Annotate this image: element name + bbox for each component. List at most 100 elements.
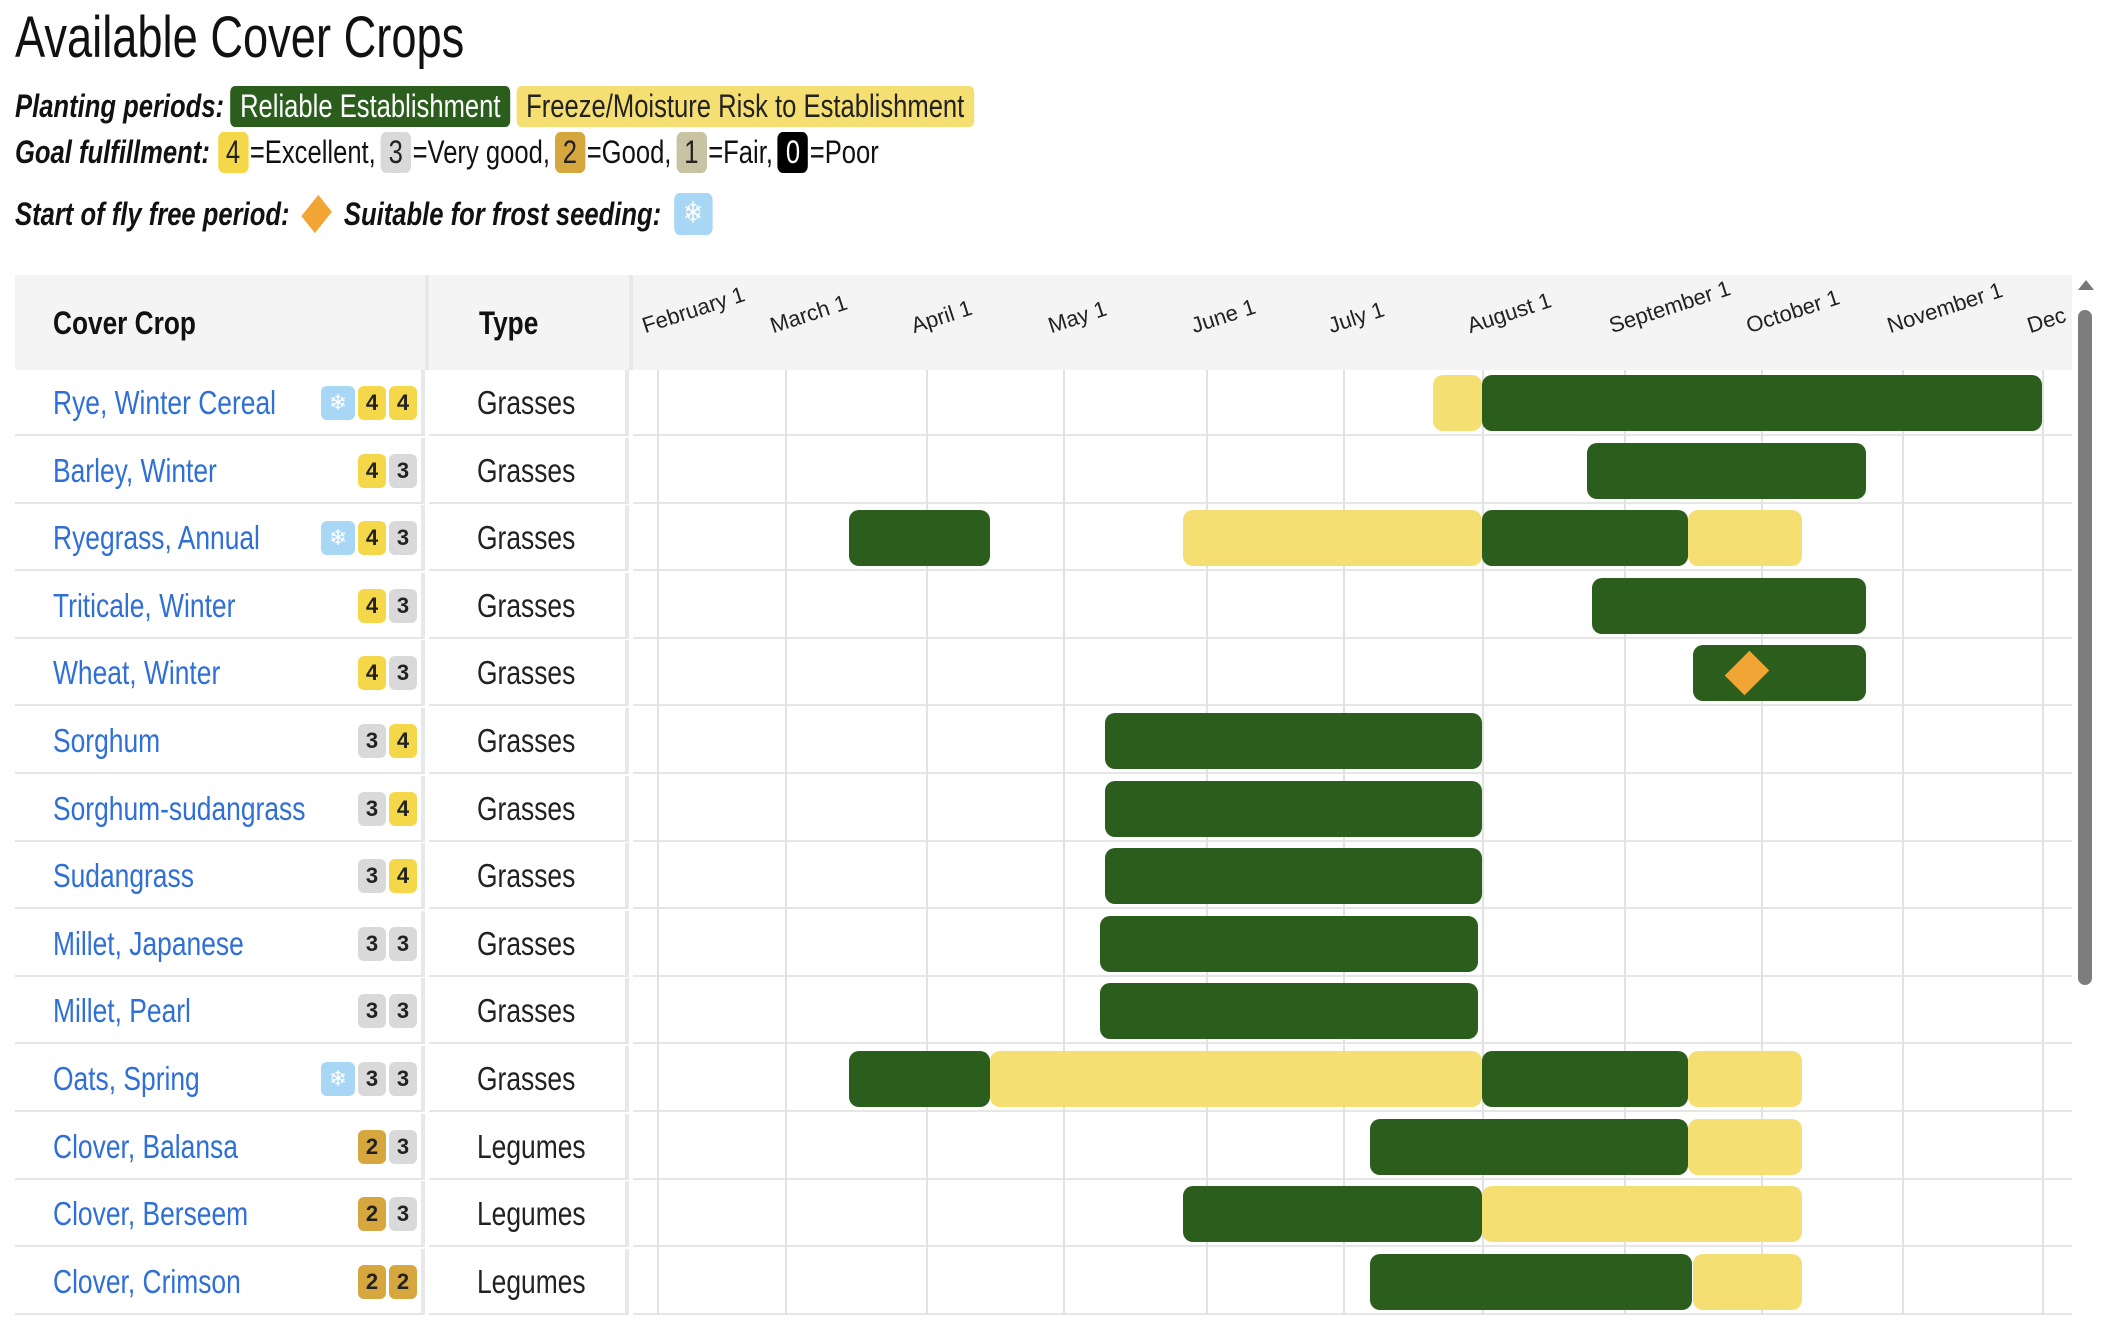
crop-name-link[interactable]: Triticale, Winter <box>53 586 236 624</box>
type-cell: Grasses <box>429 843 629 910</box>
vertical-scrollbar[interactable] <box>2076 280 2096 1320</box>
rating-badge: 2 <box>358 1197 386 1232</box>
crop-type: Grasses <box>477 992 576 1030</box>
timeline-row <box>633 978 2072 1045</box>
crop-name-link[interactable]: Clover, Crimson <box>53 1262 241 1300</box>
month-label: November 1 <box>1883 277 2006 339</box>
month-gridline <box>1063 370 1065 1315</box>
fly-free-label: Start of fly free period: <box>15 195 290 232</box>
reliable-period-bar[interactable] <box>1482 375 2042 431</box>
reliable-period-bar[interactable] <box>1482 510 1688 567</box>
rating-key-3: 3 <box>380 131 411 173</box>
risk-period-bar[interactable] <box>1687 510 1802 567</box>
crop-name-link[interactable]: Barley, Winter <box>53 451 217 489</box>
rating-badge: 4 <box>358 521 386 556</box>
crop-name-link[interactable]: Oats, Spring <box>53 1060 200 1097</box>
month-label: June 1 <box>1187 293 1259 339</box>
rating-key-1: 1 <box>676 131 707 173</box>
rating-key-0: 0 <box>777 131 809 173</box>
risk-period-bar[interactable] <box>1482 1186 1802 1243</box>
reliable-period-bar[interactable] <box>1104 780 1482 837</box>
crop-name-link[interactable]: Sudangrass <box>53 857 194 895</box>
rating-key-1-text: =Fair, <box>708 133 773 170</box>
header-cover-crop[interactable]: Cover Crop <box>15 275 429 370</box>
reliable-period-bar[interactable] <box>1591 577 1866 634</box>
reliable-period-bar[interactable] <box>1482 1051 1688 1107</box>
reliable-period-bar[interactable] <box>848 1051 990 1107</box>
risk-period-bar[interactable] <box>1692 1253 1802 1310</box>
type-cell: Grasses <box>429 1046 629 1112</box>
rating-badge: 4 <box>389 859 417 894</box>
crop-type: Legumes <box>477 1195 586 1233</box>
crop-name-link[interactable]: Sorghum-sudangrass <box>53 789 306 827</box>
rating-key-4: 4 <box>217 131 249 173</box>
crop-name-link[interactable]: Ryegrass, Annual <box>53 519 260 557</box>
reliable-period-bar[interactable] <box>1099 983 1478 1040</box>
crop-name-link[interactable]: Clover, Berseem <box>53 1195 249 1233</box>
rating-badge: 4 <box>358 386 386 420</box>
risk-period-bar[interactable] <box>1687 1118 1802 1175</box>
crop-name-link[interactable]: Millet, Pearl <box>53 992 191 1030</box>
rating-key-0-text: =Poor <box>809 133 879 170</box>
rating-badge: 3 <box>389 926 417 961</box>
month-gridline <box>1206 370 1208 1315</box>
header-type[interactable]: Type <box>429 275 633 370</box>
type-cell: Grasses <box>429 640 629 707</box>
month-label: September 1 <box>1605 275 1734 339</box>
timeline-row <box>633 776 2072 842</box>
crop-name-link[interactable]: Clover, Balansa <box>53 1127 238 1165</box>
reliable-period-bar[interactable] <box>1182 1186 1482 1243</box>
crop-name-link[interactable]: Wheat, Winter <box>53 654 221 692</box>
reliable-period-bar[interactable] <box>848 510 990 567</box>
crop-name-link[interactable]: Rye, Winter Cereal <box>53 384 276 421</box>
month-gridline <box>1482 370 1484 1315</box>
rating-badge: 4 <box>358 588 386 623</box>
reliable-period-bar[interactable] <box>1369 1253 1693 1310</box>
timeline-row <box>633 640 2072 707</box>
timeline-row <box>633 438 2072 504</box>
goal-fulfillment-label: Goal fulfillment: <box>15 133 210 170</box>
rating-badge: 3 <box>389 1129 417 1164</box>
rating-badge: 3 <box>389 453 417 488</box>
timeline-row <box>633 1114 2072 1180</box>
reliable-period-bar[interactable] <box>1104 848 1482 905</box>
crop-type: Grasses <box>477 1060 576 1097</box>
header-months: February 1 March 1 April 1 May 1 June 1 July … <box>633 275 2072 370</box>
month-gridline <box>1902 370 1904 1315</box>
risk-period-bar[interactable] <box>1687 1051 1802 1107</box>
month-gridline <box>1624 370 1626 1315</box>
risk-period-bar[interactable] <box>1432 375 1482 431</box>
frost-seeding-label: Suitable for frost seeding: <box>343 195 662 232</box>
reliable-period-bar[interactable] <box>1587 442 1866 499</box>
month-gridline <box>657 370 659 1315</box>
risk-establishment-key: Freeze/Moisture Risk to Establishment <box>516 85 974 127</box>
reliable-period-bar[interactable] <box>1104 713 1482 769</box>
timeline-row <box>633 1249 2072 1315</box>
risk-period-bar[interactable] <box>989 1051 1482 1107</box>
rating-badge: 3 <box>358 994 386 1029</box>
crop-name-link[interactable]: Sorghum <box>53 722 161 759</box>
reliable-period-bar[interactable] <box>1369 1118 1688 1175</box>
rating-badge: 3 <box>389 994 417 1029</box>
reliable-period-bar[interactable] <box>1099 915 1478 972</box>
timeline-row <box>633 843 2072 910</box>
reliable-period-bar[interactable] <box>1692 645 1866 702</box>
table-row: Clover, Berseem 2 3 <box>15 1181 425 1248</box>
snowflake-icon: ❄ <box>673 193 713 235</box>
table-row: Ryegrass, Annual ❄ 4 3 <box>15 505 425 572</box>
risk-period-bar[interactable] <box>1182 510 1482 567</box>
month-label: March 1 <box>766 289 851 339</box>
scrollbar-thumb[interactable] <box>2078 310 2092 985</box>
crop-type: Grasses <box>477 789 576 827</box>
rating-badge: 3 <box>358 724 386 758</box>
month-label: February 1 <box>638 281 748 339</box>
table-row: Sudangrass 3 4 <box>15 843 425 910</box>
timeline-row <box>633 1181 2072 1248</box>
crop-name-link[interactable]: Millet, Japanese <box>53 924 244 962</box>
type-cell: Grasses <box>429 775 629 842</box>
scroll-up-arrow-icon[interactable] <box>2078 280 2094 290</box>
timeline-row <box>633 911 2072 977</box>
timeline-row <box>633 505 2072 572</box>
